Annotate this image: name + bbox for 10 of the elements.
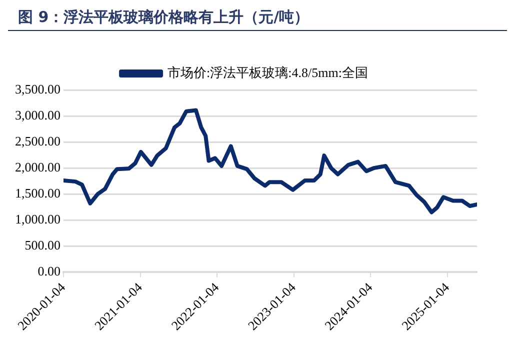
y-tick-label: 1,000.00 [15,211,60,226]
y-tick-label: 2,000.00 [15,159,60,174]
chart-title: 图 9：浮法平板玻璃价格略有上升（元/吨） [8,8,507,31]
y-tick-label: 500.00 [24,237,60,252]
y-tick-label: 1,500.00 [15,185,60,200]
y-tick-label: 2,500.00 [15,133,60,148]
y-tick-label: 3,000.00 [15,107,60,122]
legend-label: 市场价:浮法平板玻璃:4.8/5mm:全国 [168,64,368,80]
y-tick-label: 3,500.00 [15,81,60,96]
y-tick-label: 0.00 [38,264,60,278]
